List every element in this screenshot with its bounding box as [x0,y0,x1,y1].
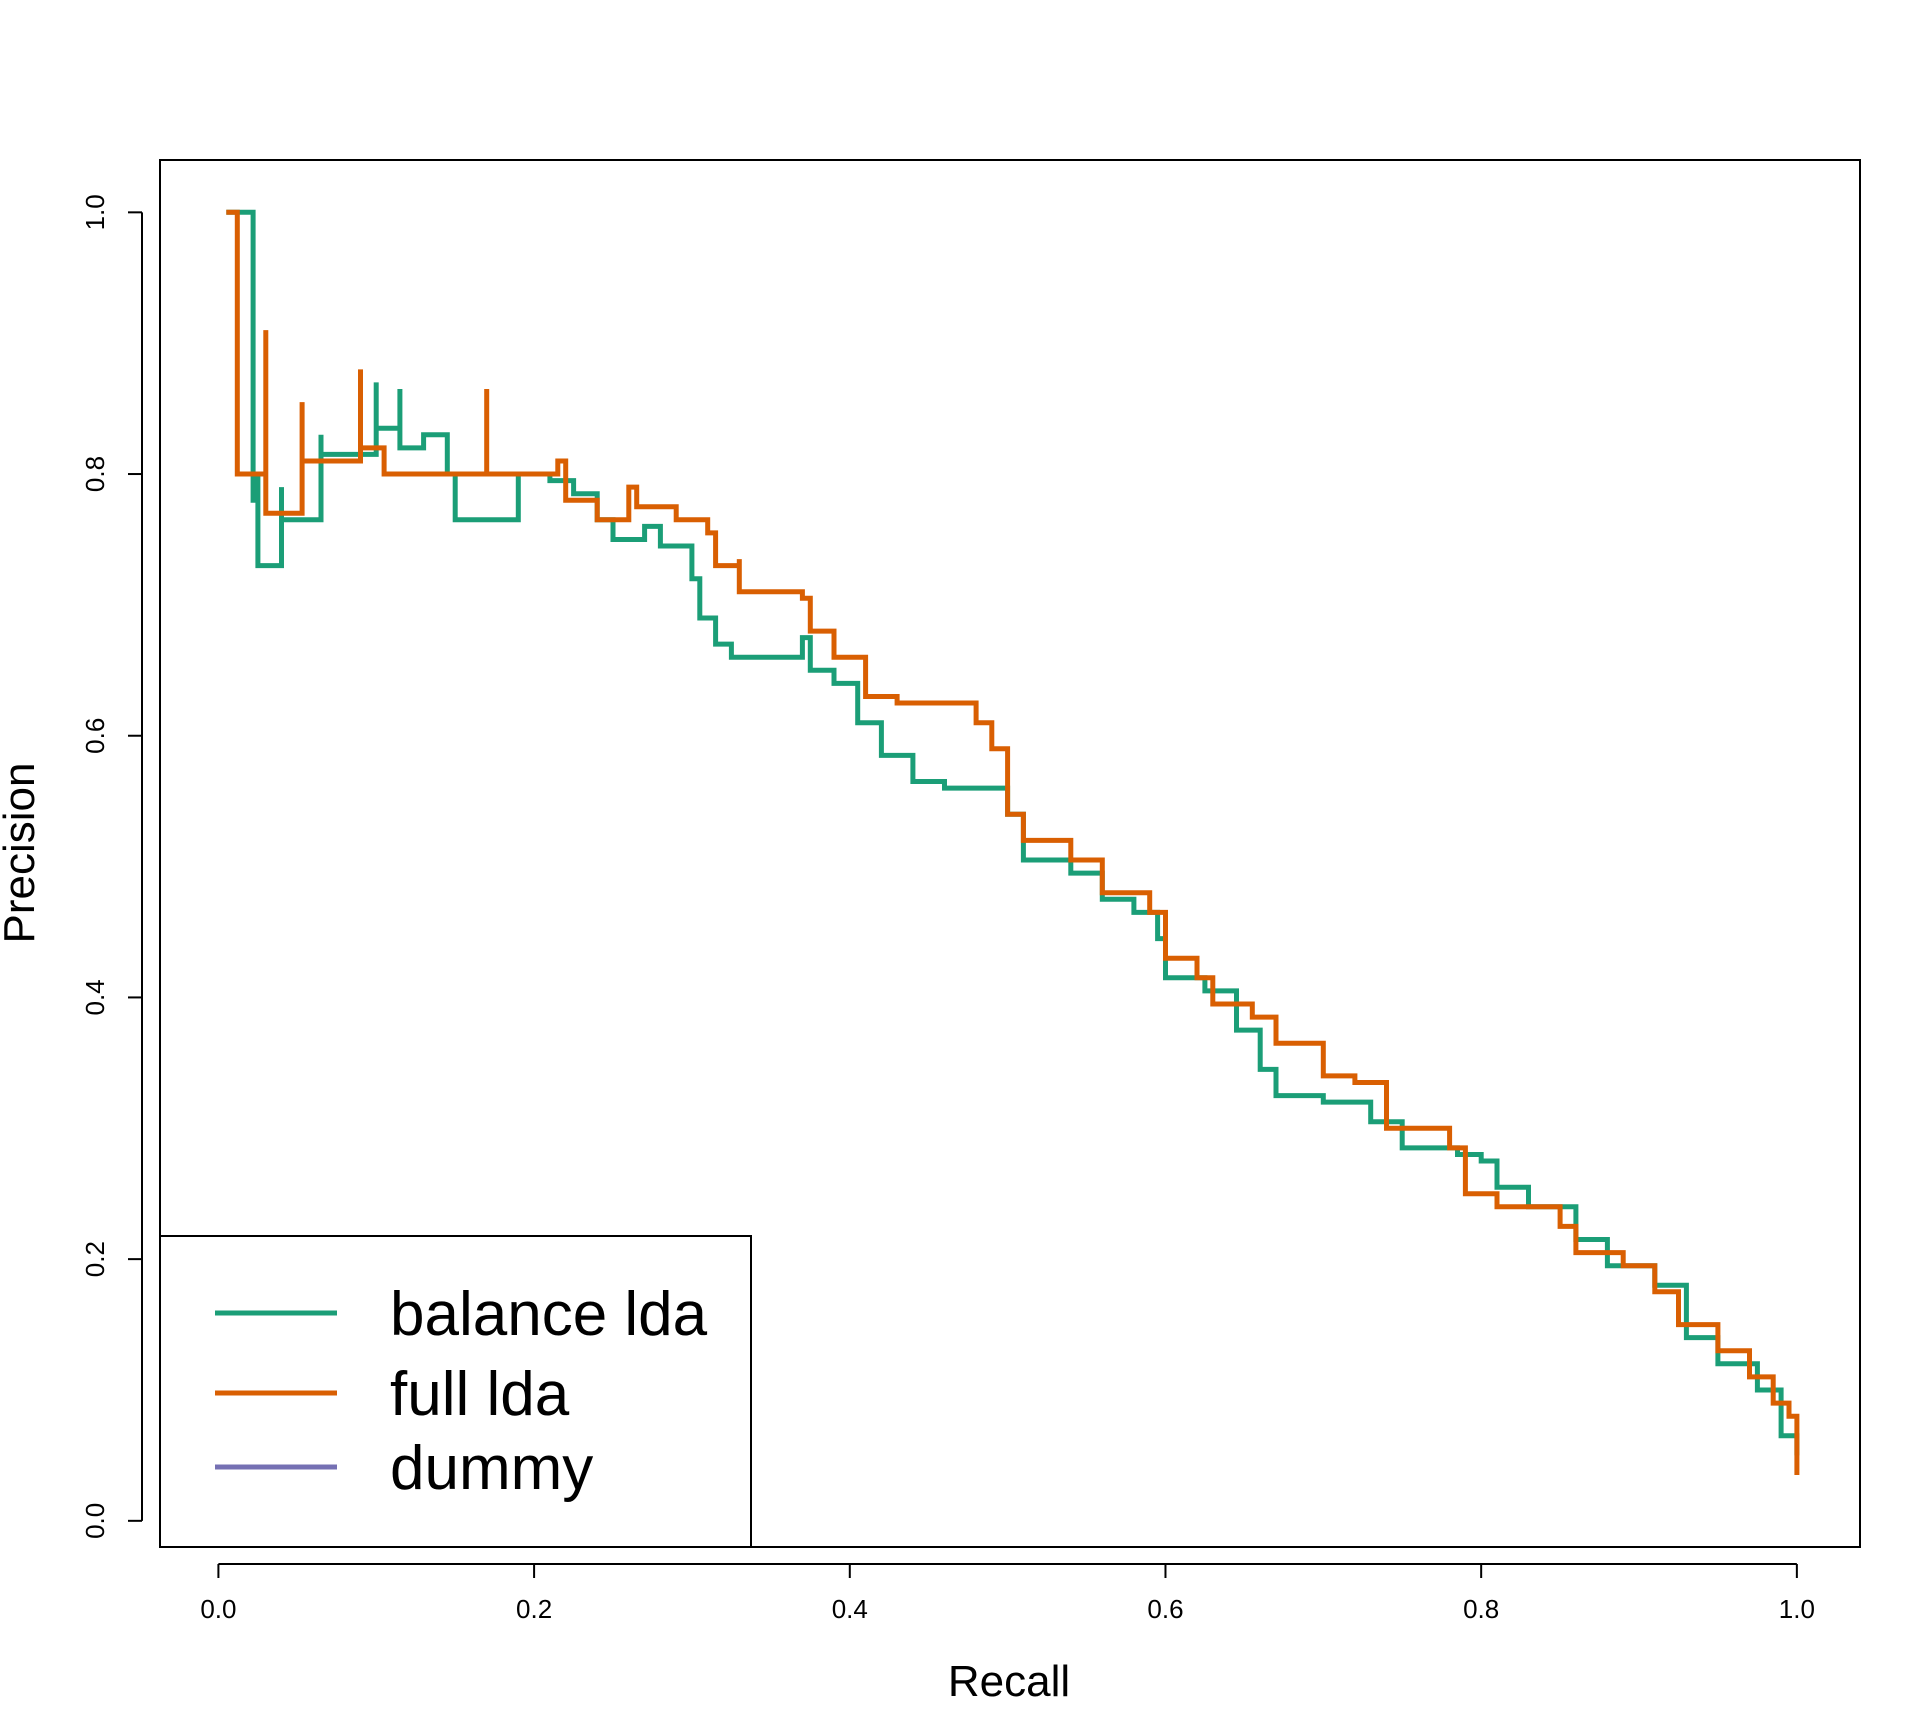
y-tick-label: 0.6 [80,718,110,754]
series-line-balance-lda [226,209,1800,1456]
series-line-full-lda [226,209,1800,1475]
y-tick-label: 0.4 [80,979,110,1015]
y-tick-label: 0.8 [80,456,110,492]
y-axis-title: Precision [0,763,44,944]
legend-label-dummy: dummy [390,1434,593,1503]
legend-label-full-lda: full lda [390,1360,570,1429]
legend: balance lda full lda dummy [159,1235,752,1548]
x-tick-label: 1.0 [1779,1594,1815,1624]
x-tick-label: 0.4 [832,1594,868,1624]
x-tick-label: 0.8 [1463,1594,1499,1624]
series-layer [226,209,1800,1475]
plot-frame [159,159,1861,1548]
y-axis: 0.0 0.2 0.4 0.6 0.8 1.0 [80,194,143,1539]
x-tick-label: 0.6 [1147,1594,1183,1624]
x-axis: 0.0 0.2 0.4 0.6 0.8 1.0 [200,1563,1815,1624]
y-tick-label: 0.2 [80,1241,110,1277]
legend-label-balance-lda: balance lda [390,1280,708,1349]
y-tick-label: 1.0 [80,194,110,230]
x-tick-label: 0.2 [516,1594,552,1624]
x-tick-label: 0.0 [200,1594,236,1624]
y-tick-label: 0.0 [80,1503,110,1539]
x-axis-title: Recall [948,1657,1070,1706]
